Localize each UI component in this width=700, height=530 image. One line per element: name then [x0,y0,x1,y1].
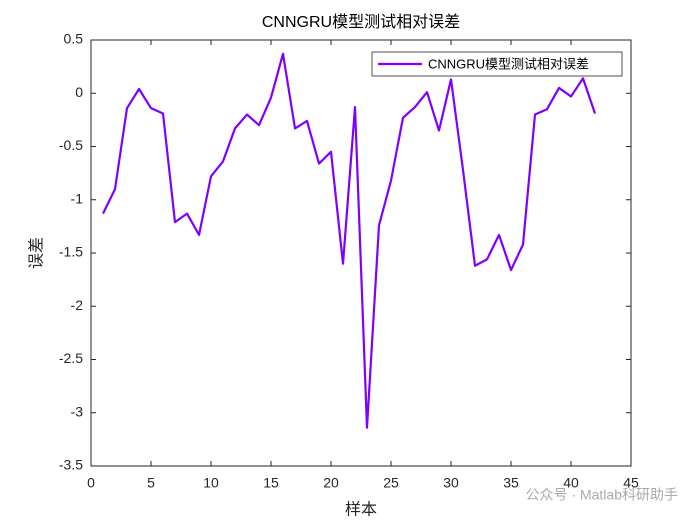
x-tick-label: 10 [203,475,219,491]
legend-label: CNNGRU模型测试相对误差 [428,56,589,71]
y-tick-label: -2 [71,297,84,313]
x-tick-label: 35 [503,475,519,491]
y-axis-label: 误差 [27,237,46,269]
x-tick-label: 45 [623,475,639,491]
y-tick-label: -2.5 [59,350,83,366]
y-tick-label: -1 [71,190,84,206]
x-tick-label: 15 [263,475,279,491]
y-tick-label: 0 [75,84,83,100]
y-tick-label: -1.5 [59,244,83,260]
x-tick-label: 5 [147,475,155,491]
x-tick-label: 30 [443,475,459,491]
x-tick-label: 40 [563,475,579,491]
y-tick-label: 0.5 [64,31,84,47]
watermark: 公众号 · Matlab科研助手 [526,487,678,503]
chart-title: CNNGRU模型测试相对误差 [262,13,460,31]
y-tick-label: -0.5 [59,137,83,153]
x-tick-label: 20 [323,475,339,491]
y-tick-label: -3 [71,403,84,419]
x-tick-label: 25 [383,475,399,491]
y-tick-label: -3.5 [59,457,83,473]
x-tick-label: 0 [87,475,95,491]
data-line [102,52,597,429]
x-axis-label: 样本 [345,500,377,519]
